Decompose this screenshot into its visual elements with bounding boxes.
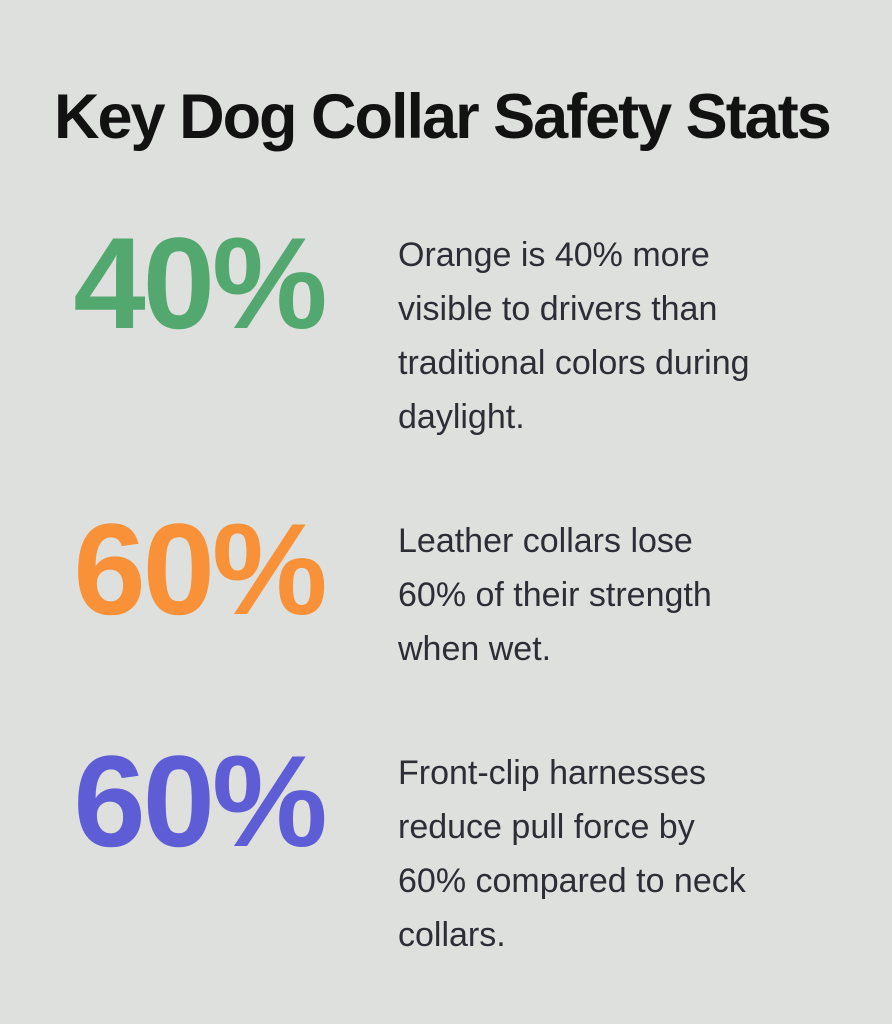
stat-value-green-40: 40% (73, 210, 327, 357)
stat-row-leather-strength: 60% Leather collars lose 60% of their st… (0, 504, 892, 676)
stat-description-line: 60% of their strength (398, 576, 712, 615)
stat-description-line: Orange is 40% more (398, 236, 710, 275)
stat-description-line: Leather collars lose (398, 522, 693, 561)
stat-description-line: reduce pull force by (398, 808, 695, 847)
stat-description-line: visible to drivers than (398, 290, 718, 329)
stat-description-line: traditional colors during (398, 344, 750, 383)
page-title: Key Dog Collar Safety Stats (54, 82, 832, 152)
stat-description: Leather collars lose 60% of their streng… (398, 514, 892, 676)
stat-value-purple-60: 60% (73, 728, 327, 875)
stat-description-line: when wet. (398, 630, 552, 669)
stat-description: Orange is 40% more visible to drivers th… (398, 228, 892, 444)
stat-row-harness-pull-force: 60% Front-clip harnesses reduce pull for… (0, 736, 892, 962)
stat-description-line: 60% compared to neck (398, 862, 746, 901)
stat-description-line: Front-clip harnesses (398, 754, 707, 793)
stat-row-orange-visibility: 40% Orange is 40% more visible to driver… (0, 218, 892, 444)
stat-description-line: collars. (398, 916, 506, 955)
stat-description-line: daylight. (398, 398, 525, 437)
stat-description: Front-clip harnesses reduce pull force b… (398, 746, 892, 962)
stat-value-orange-60: 60% (73, 496, 327, 643)
stats-list: 40% Orange is 40% more visible to driver… (0, 218, 892, 962)
